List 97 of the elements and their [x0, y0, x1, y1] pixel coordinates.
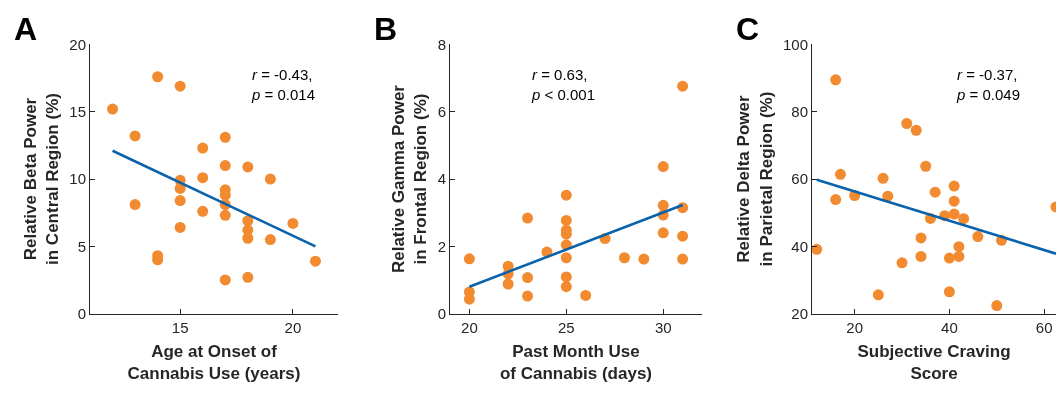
annotation: r = 0.63, p < 0.001: [531, 66, 595, 103]
point: [522, 212, 534, 224]
y-tick-label: 40: [791, 237, 808, 255]
point: [522, 290, 534, 302]
point: [242, 161, 254, 173]
point: [657, 199, 669, 211]
point: [618, 252, 630, 264]
point: [580, 289, 592, 301]
point: [953, 250, 965, 262]
y-tick-label: 5: [77, 237, 86, 255]
y-axis-title: Relative Beta Power in Central Region (%): [20, 93, 62, 265]
point: [219, 131, 231, 143]
point: [910, 124, 922, 136]
point: [677, 253, 689, 265]
chart-title: B: [374, 11, 398, 47]
x-tick-label: 60: [1035, 318, 1053, 336]
point: [174, 195, 186, 207]
x-tick-label: 20: [846, 318, 863, 336]
point: [638, 253, 650, 265]
point: [129, 130, 141, 142]
point: [943, 286, 955, 298]
point: [834, 168, 846, 180]
y-tick-label: 60: [791, 170, 808, 188]
annotation: r = -0.43, p = 0.014: [251, 66, 315, 103]
point: [901, 118, 913, 130]
y-tick-label: 20: [791, 304, 808, 322]
point: [915, 232, 927, 244]
point: [830, 194, 842, 206]
y-tick-label: 20: [69, 35, 86, 53]
point: [174, 221, 186, 233]
point: [129, 199, 141, 211]
point: [560, 271, 572, 283]
point: [915, 250, 927, 262]
annotation: r = -0.37, p = 0.049: [956, 66, 1020, 103]
y-tick-label: 10: [69, 170, 86, 188]
point: [958, 213, 970, 225]
point: [677, 230, 689, 242]
y-tick-label: 0: [437, 304, 446, 322]
point: [929, 186, 941, 198]
y-tick-label: 2: [437, 237, 446, 255]
x-axis-title: Subjective Craving Score: [857, 342, 1011, 384]
x-tick-label: 40: [941, 318, 958, 336]
y-tick-label: 8: [437, 35, 446, 53]
point: [152, 71, 164, 83]
x-axis-title: Age at Onset of Cannabis Use (years): [127, 342, 301, 384]
point: [560, 252, 572, 264]
point: [264, 234, 276, 246]
y-tick-label: 6: [437, 102, 446, 120]
chart-title: A: [14, 11, 38, 47]
point: [991, 300, 1003, 312]
y-tick-label: 15: [69, 102, 86, 120]
point: [242, 271, 254, 283]
point: [943, 252, 955, 264]
y-tick-label: 100: [782, 35, 808, 53]
point: [560, 189, 572, 201]
point: [872, 289, 884, 301]
point: [948, 180, 960, 192]
chart-title: C: [736, 11, 760, 47]
point: [463, 253, 475, 265]
point: [560, 214, 572, 226]
point: [309, 255, 321, 267]
point: [107, 103, 119, 115]
point: [522, 272, 534, 284]
y-tick-label: 0: [77, 304, 86, 322]
y-tick-label: 4: [437, 170, 446, 188]
point: [657, 161, 669, 173]
x-axis-title: Past Month Use of Cannabis (days): [499, 342, 653, 384]
point: [972, 231, 984, 243]
point: [811, 243, 823, 255]
point: [502, 278, 514, 290]
x-tick-label: 25: [557, 318, 575, 336]
point: [287, 217, 299, 229]
point: [197, 205, 209, 217]
point: [560, 281, 572, 293]
point: [657, 227, 669, 239]
point: [948, 195, 960, 207]
point: [197, 172, 209, 184]
y-axis-title: Relative Gamma Power in Frontal Region (%): [389, 84, 431, 274]
point: [174, 80, 186, 92]
point: [830, 74, 842, 86]
point: [219, 209, 231, 221]
x-tick-label: 30: [654, 318, 672, 336]
point: [948, 208, 960, 220]
y-axis-title: Relative Delta Power in Parietal Region (%): [734, 91, 776, 267]
x-tick-label: 20: [461, 318, 478, 336]
point: [677, 80, 689, 92]
point: [877, 172, 889, 184]
point: [264, 173, 276, 185]
point: [219, 274, 231, 286]
point: [953, 241, 965, 253]
x-tick-label: 15: [171, 318, 189, 336]
point: [197, 142, 209, 154]
point: [896, 257, 908, 269]
y-tick-label: 80: [791, 102, 808, 120]
point: [219, 160, 231, 172]
point: [920, 160, 932, 172]
x-tick-label: 20: [284, 318, 302, 336]
